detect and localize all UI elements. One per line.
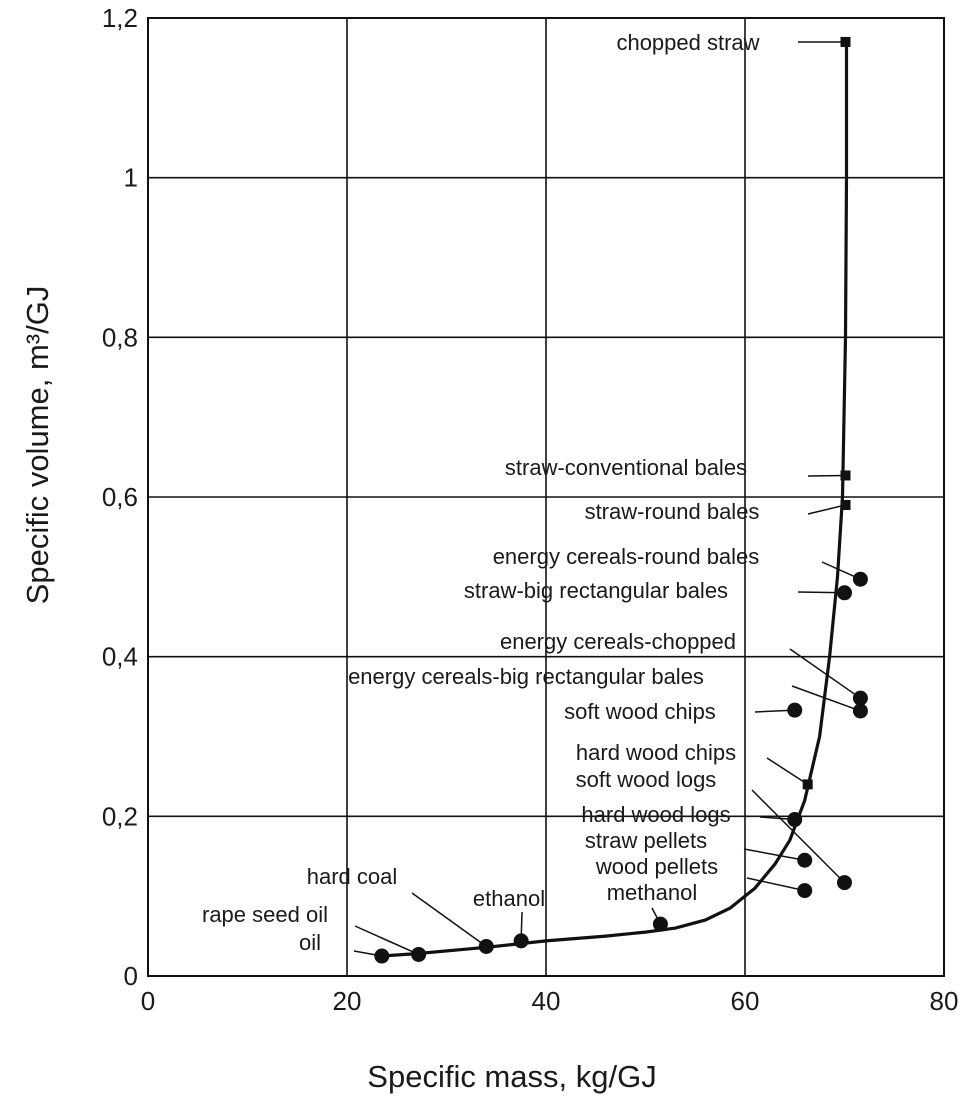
y-tick-label: 0,2	[102, 801, 138, 831]
data-point	[411, 946, 427, 962]
leader-line	[766, 757, 809, 786]
point-label: chopped straw	[616, 30, 759, 55]
x-tick-label: 80	[930, 986, 959, 1016]
x-axis-title: Specific mass, kg/GJ	[367, 1059, 656, 1094]
y-tick-labels: 0 0,2 0,4 0,6 0,8 1 1,2	[102, 3, 138, 991]
data-point	[787, 812, 803, 828]
point-label: straw-big rectangular bales	[464, 578, 728, 603]
leader-line	[746, 877, 805, 892]
leader-line	[743, 848, 805, 861]
data-point	[787, 702, 803, 718]
x-tick-labels: 0 20 40 60 80	[141, 986, 959, 1016]
data-point	[797, 883, 813, 899]
data-point	[837, 875, 852, 891]
y-tick-label: 0,4	[102, 642, 138, 672]
point-label: hard wood chips	[576, 740, 736, 765]
y-tick-label: 1,2	[102, 3, 138, 33]
leader-lines	[353, 41, 861, 957]
point-label: hard coal	[307, 864, 398, 889]
x-tick-label: 0	[141, 986, 155, 1016]
point-labels: oil rape seed oil hard coal ethanol methanol…	[202, 30, 760, 955]
data-point	[652, 916, 668, 932]
grid-lines	[147, 17, 945, 977]
leader-line	[807, 474, 846, 477]
leader-line	[354, 925, 419, 956]
leader-line	[751, 789, 846, 884]
data-point	[513, 933, 529, 949]
point-label: energy cereals-round bales	[493, 544, 760, 569]
leader-line	[791, 685, 861, 712]
leader-line	[807, 504, 846, 515]
data-point	[852, 571, 868, 587]
plot-frame	[147, 17, 945, 977]
y-axis-title: Specific volume, m³/GJ	[20, 286, 55, 605]
y-tick-label: 1	[124, 163, 138, 193]
data-point	[852, 690, 868, 706]
point-label: energy cereals-big rectangular bales	[348, 664, 704, 689]
leader-line	[797, 591, 845, 594]
point-label: soft wood chips	[564, 699, 716, 724]
point-label: straw-round bales	[585, 499, 760, 524]
data-point	[478, 938, 494, 954]
data-markers	[374, 36, 868, 964]
data-point-square	[840, 470, 851, 481]
y-tick-label: 0,8	[102, 322, 138, 352]
leader-line	[789, 648, 861, 699]
point-label: energy cereals-chopped	[500, 629, 736, 654]
point-label: ethanol	[473, 886, 545, 911]
leader-line	[411, 892, 487, 948]
x-tick-label: 20	[333, 986, 362, 1016]
point-label: oil	[299, 930, 321, 955]
x-tick-label: 60	[731, 986, 760, 1016]
data-point-square	[802, 779, 813, 790]
point-label: soft wood logs	[576, 767, 717, 792]
data-point	[852, 703, 868, 719]
data-point	[374, 948, 390, 964]
point-label: wood pellets	[595, 854, 718, 879]
point-label: straw pellets	[585, 828, 707, 853]
data-point	[797, 852, 813, 868]
point-label: rape seed oil	[202, 902, 328, 927]
y-tick-label: 0,6	[102, 482, 138, 512]
y-tick-label: 0	[124, 961, 138, 991]
point-label: methanol	[607, 880, 698, 905]
point-label: hard wood logs	[581, 802, 730, 827]
data-point-square	[840, 36, 851, 47]
trend-curve	[381, 42, 849, 958]
data-point-square	[840, 499, 851, 510]
x-tick-label: 40	[532, 986, 561, 1016]
data-point	[837, 585, 852, 601]
point-label: straw-conventional bales	[505, 455, 747, 480]
